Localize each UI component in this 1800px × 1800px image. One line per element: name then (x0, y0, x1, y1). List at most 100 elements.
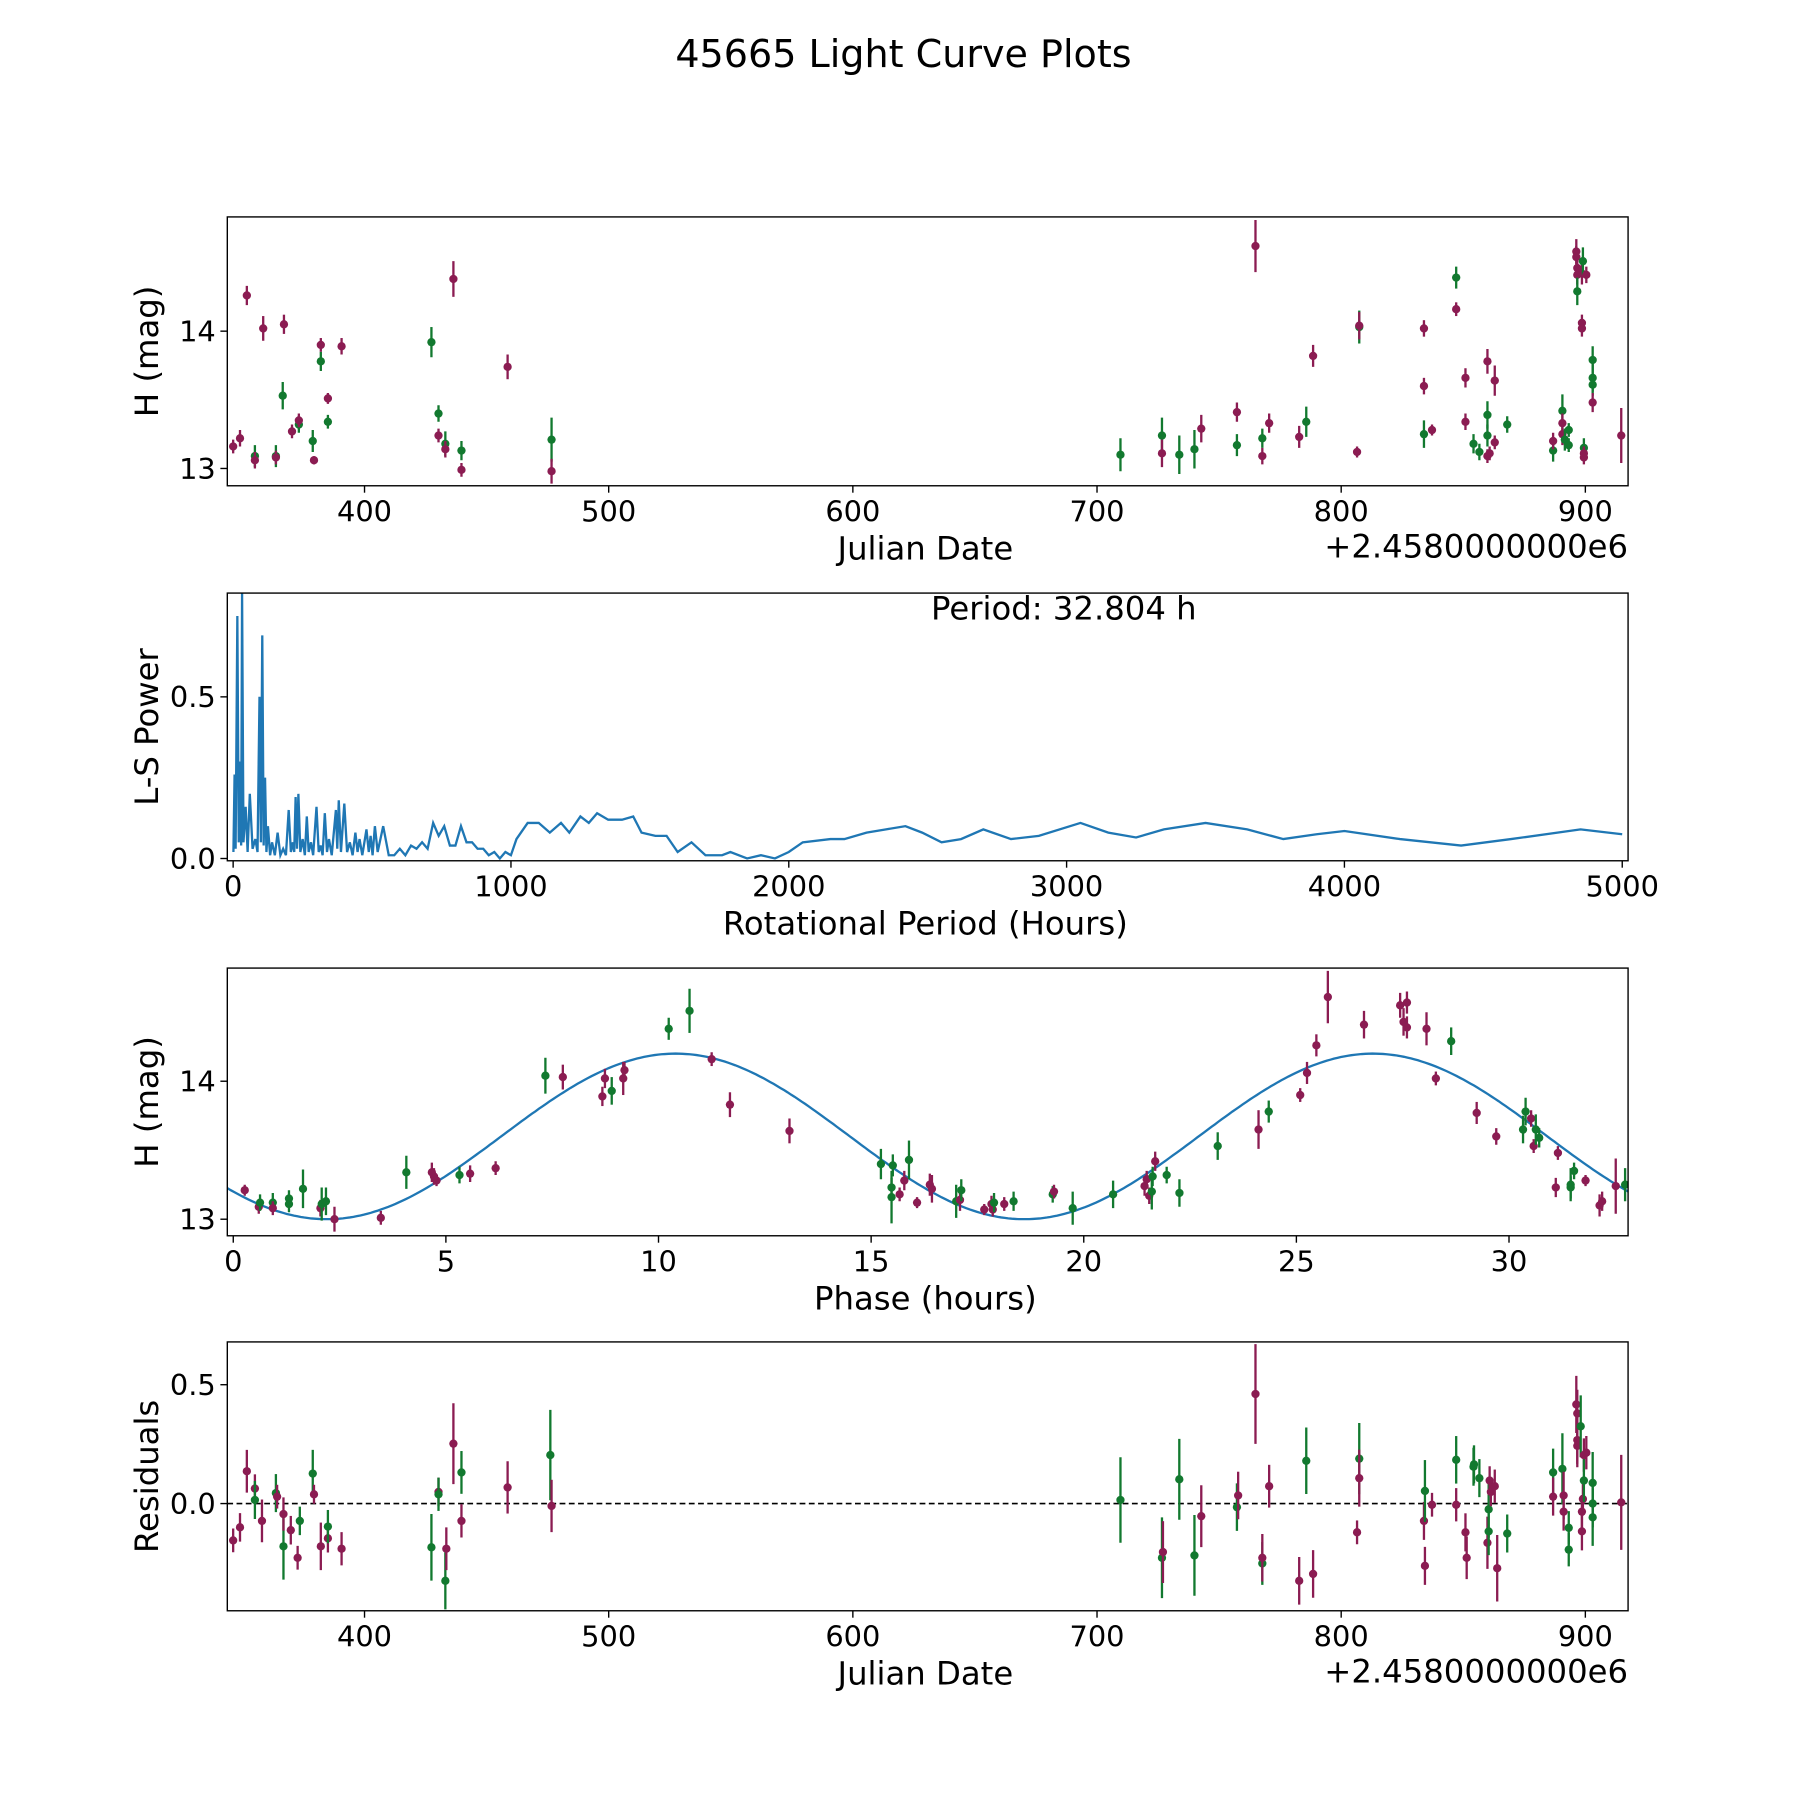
marker (1419, 429, 1429, 439)
data-point (330, 1206, 339, 1232)
marker (242, 1467, 251, 1476)
data-point (1503, 416, 1512, 433)
data-point (309, 1484, 319, 1504)
marker (491, 1164, 500, 1173)
marker (250, 456, 260, 465)
marker (927, 1184, 937, 1194)
marker (449, 1439, 458, 1448)
marker (955, 1195, 965, 1205)
marker (309, 456, 319, 465)
data-point (1295, 425, 1304, 448)
marker (298, 1184, 308, 1194)
marker (1352, 447, 1362, 457)
data-point (268, 1201, 277, 1216)
data-point (1258, 1533, 1267, 1582)
marker (1582, 270, 1591, 280)
data-point (1265, 1464, 1274, 1508)
data-point (1427, 1492, 1437, 1517)
y-tick-label: 13 (179, 452, 216, 486)
data-point (1420, 1546, 1430, 1585)
marker (1296, 1090, 1305, 1100)
data-point (1588, 392, 1597, 413)
marker (250, 1495, 260, 1505)
marker (1420, 1561, 1430, 1570)
marker (434, 431, 443, 440)
x-offset-text: +2.4580000000e6 (1324, 527, 1628, 565)
marker (1157, 449, 1167, 458)
data-point (1469, 1445, 1479, 1484)
data-point (1535, 1128, 1544, 1148)
y-axis-label: H (mag) (128, 1036, 166, 1168)
marker (457, 465, 466, 474)
data-point (1526, 1110, 1536, 1127)
marker (1190, 1551, 1199, 1560)
data-point (1302, 1061, 1312, 1084)
marker (376, 1213, 385, 1222)
data-point (1611, 1158, 1620, 1214)
data-point (1302, 1427, 1311, 1495)
marker (1462, 1553, 1471, 1562)
marker (598, 1092, 607, 1101)
data-point (1577, 320, 1587, 337)
marker (293, 1553, 302, 1562)
marker (309, 1490, 319, 1499)
x-axis-label: Phase (hours) (814, 1280, 1037, 1318)
data-point (1233, 1471, 1243, 1520)
marker (1548, 436, 1558, 446)
marker (1483, 1538, 1492, 1547)
marker (1578, 256, 1588, 266)
marker (337, 1544, 346, 1553)
data-point (1157, 439, 1167, 468)
data-point (546, 1409, 555, 1501)
y-axis-label: Residuals (128, 1400, 166, 1553)
marker (279, 1542, 288, 1551)
data-point (1483, 401, 1492, 429)
marker (912, 1198, 922, 1207)
marker (235, 1523, 245, 1532)
data-point (1452, 1488, 1461, 1522)
data-point (1579, 450, 1589, 465)
marker (988, 1205, 997, 1214)
data-point (1197, 1485, 1206, 1548)
data-point (1295, 1557, 1304, 1605)
data-point (465, 1165, 475, 1182)
data-point (1581, 1175, 1590, 1187)
data-point (1162, 1166, 1171, 1184)
data-point (598, 1086, 607, 1107)
data-point (337, 338, 346, 355)
data-point (316, 1522, 325, 1571)
marker (441, 1576, 450, 1585)
data-point (1151, 1151, 1160, 1171)
data-point (1419, 377, 1429, 395)
data-point (888, 1154, 897, 1177)
data-point (441, 441, 450, 458)
marker (1582, 1448, 1591, 1457)
marker (255, 1198, 265, 1207)
data-point (1485, 446, 1494, 461)
marker (503, 362, 512, 372)
data-point (1569, 1162, 1579, 1180)
marker (1232, 408, 1242, 417)
marker (1148, 1172, 1157, 1181)
data-point (1582, 266, 1591, 284)
marker (1295, 1576, 1304, 1585)
data-point (1573, 277, 1582, 306)
marker (607, 1086, 616, 1096)
data-point (1469, 434, 1478, 454)
marker (1588, 398, 1597, 407)
data-point (1579, 1459, 1589, 1502)
marker (1175, 450, 1184, 459)
data-point (457, 441, 466, 461)
data-point (1108, 1180, 1118, 1209)
data-point (1564, 438, 1573, 452)
marker (427, 1543, 436, 1552)
data-point (1213, 1132, 1222, 1160)
data-point (1190, 1514, 1199, 1596)
x-tick-label: 800 (1314, 495, 1369, 529)
marker (1490, 376, 1499, 385)
data-point (242, 1449, 251, 1493)
marker (1308, 1569, 1318, 1579)
data-point (402, 1155, 411, 1189)
marker (876, 1159, 886, 1169)
